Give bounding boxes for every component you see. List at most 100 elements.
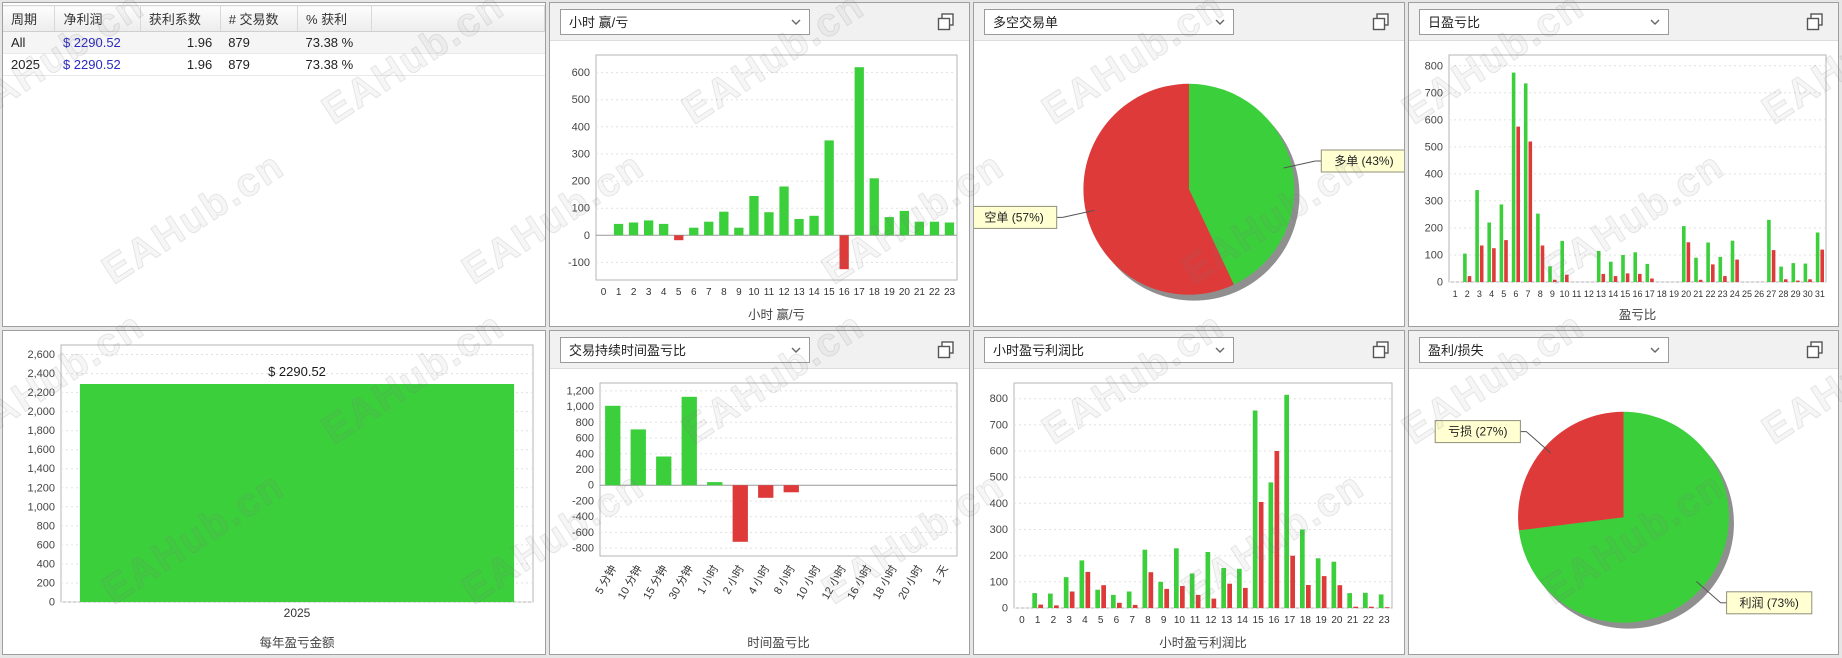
- table-header-row: 周期 净利润 获利系数 # 交易数% 获利: [3, 5, 545, 32]
- svg-text:28: 28: [1778, 289, 1788, 299]
- table-body: All $ 2290.52 1.96 879 73.38 % 2025 $ 2290.52 1…: [3, 31, 545, 76]
- cell-net-profit: $ 2290.52: [54, 31, 141, 54]
- svg-text:-100: -100: [568, 257, 590, 269]
- svg-text:10: 10: [748, 287, 760, 298]
- selected-option-label: 交易持续时间盈亏比: [569, 343, 687, 358]
- cell-profit-factor: 1.96: [140, 31, 221, 54]
- svg-text:1 小时: 1 小时: [695, 563, 722, 597]
- svg-text:20: 20: [899, 287, 911, 298]
- svg-text:21: 21: [1347, 615, 1359, 626]
- svg-text:4: 4: [661, 287, 667, 298]
- table-row[interactable]: 2025 $ 2290.52 1.96 879 73.38 %: [3, 53, 545, 76]
- svg-text:0: 0: [601, 287, 607, 298]
- chevron-down-icon: [1650, 347, 1660, 353]
- chart-type-select-duration[interactable]: 交易持续时间盈亏比: [560, 336, 810, 363]
- svg-text:21: 21: [914, 287, 926, 298]
- svg-text:-200: -200: [572, 496, 594, 508]
- svg-text:1,200: 1,200: [566, 385, 594, 397]
- svg-text:1: 1: [1453, 289, 1458, 299]
- svg-text:20: 20: [1681, 289, 1691, 299]
- period-stats-table: 周期 净利润 获利系数 # 交易数% 获利 All $ 2290.52 1.96 879 73…: [3, 5, 545, 76]
- chart-type-select-hourly-pl[interactable]: 小时盈亏利润比: [984, 336, 1234, 363]
- svg-text:0: 0: [49, 597, 55, 609]
- cell-filler: [371, 53, 545, 76]
- cell-period: 2025: [3, 53, 55, 76]
- svg-text:10: 10: [1559, 289, 1569, 299]
- panel-profit-loss: 盈利/损失 利润 (73%) 亏损 (27%): [1408, 330, 1839, 655]
- chevron-down-icon: [1215, 19, 1225, 25]
- svg-text:6: 6: [1114, 615, 1120, 626]
- svg-text:300: 300: [572, 148, 590, 160]
- svg-text:800: 800: [37, 520, 55, 532]
- svg-text:9: 9: [736, 287, 742, 298]
- svg-text:12: 12: [778, 287, 790, 298]
- chart-canvas-long_short: 多单 (43%) 空单 (57%): [974, 83, 1404, 301]
- svg-text:亏损 (27%): 亏损 (27%): [1448, 425, 1507, 439]
- svg-text:2,400: 2,400: [27, 368, 55, 380]
- cell-win-pct: 73.38 %: [297, 53, 372, 76]
- svg-text:0: 0: [588, 480, 594, 492]
- svg-text:16: 16: [1632, 289, 1642, 299]
- panel-header: 盈利/损失: [1409, 331, 1838, 369]
- svg-text:-600: -600: [572, 527, 594, 539]
- copy-chart-icon[interactable]: [1802, 337, 1828, 363]
- chart-type-select-hour-winloss[interactable]: 小时 赢/亏: [560, 8, 810, 35]
- svg-text:23: 23: [1379, 615, 1391, 626]
- svg-text:30 分钟: 30 分钟: [665, 563, 696, 602]
- chart-type-select-profit-loss[interactable]: 盈利/损失: [1419, 336, 1669, 363]
- chart-type-select-daily-pl[interactable]: 日盈亏比: [1419, 8, 1669, 35]
- cell-profit-factor: 1.96: [140, 53, 221, 76]
- svg-text:1,800: 1,800: [27, 425, 55, 437]
- svg-text:100: 100: [1425, 250, 1443, 262]
- selected-option-label: 多空交易单: [993, 15, 1059, 30]
- svg-text:200: 200: [37, 578, 55, 590]
- svg-text:800: 800: [990, 393, 1008, 405]
- svg-text:4: 4: [1082, 615, 1088, 626]
- svg-text:13: 13: [794, 287, 806, 298]
- svg-text:0: 0: [1019, 615, 1025, 626]
- svg-text:1,200: 1,200: [27, 482, 55, 494]
- copy-chart-icon[interactable]: [1802, 9, 1828, 35]
- svg-text:600: 600: [990, 446, 1008, 458]
- panel-header: 日盈亏比: [1409, 3, 1838, 41]
- svg-text:17: 17: [854, 287, 866, 298]
- svg-text:2: 2: [631, 287, 637, 298]
- chevron-down-icon: [1650, 19, 1660, 25]
- cell-trades: 879: [220, 53, 298, 76]
- copy-chart-icon[interactable]: [933, 337, 959, 363]
- cell-win-pct: 73.38 %: [297, 31, 372, 54]
- table-header-cell: 周期: [3, 5, 56, 32]
- copy-chart-icon[interactable]: [1368, 337, 1394, 363]
- svg-text:300: 300: [1425, 195, 1443, 207]
- copy-chart-icon[interactable]: [1368, 9, 1394, 35]
- svg-text:15: 15: [1620, 289, 1630, 299]
- chevron-down-icon: [1215, 347, 1225, 353]
- chart-type-select-long-short[interactable]: 多空交易单: [984, 8, 1234, 35]
- svg-text:20 小时: 20 小时: [895, 563, 925, 602]
- table-head: 周期 净利润 获利系数 # 交易数% 获利: [3, 5, 545, 32]
- svg-text:18: 18: [1657, 289, 1667, 299]
- svg-text:19: 19: [884, 287, 896, 298]
- svg-text:700: 700: [1425, 87, 1443, 99]
- table-row[interactable]: All $ 2290.52 1.96 879 73.38 %: [3, 31, 545, 54]
- svg-text:20: 20: [1331, 615, 1343, 626]
- svg-text:11: 11: [1572, 289, 1581, 299]
- chart-canvas-profit_loss: 利润 (73%) 亏损 (27%): [1434, 411, 1813, 629]
- panel-long-short: 多空交易单 多单 (43%) 空单 (57%): [973, 2, 1405, 327]
- svg-text:12: 12: [1584, 289, 1594, 299]
- copy-chart-icon[interactable]: [933, 9, 959, 35]
- svg-text:14: 14: [1608, 289, 1618, 299]
- svg-text:100: 100: [572, 203, 590, 215]
- svg-text:-800: -800: [572, 543, 594, 555]
- svg-text:600: 600: [1425, 114, 1443, 126]
- svg-text:18: 18: [1300, 615, 1312, 626]
- svg-text:200: 200: [990, 550, 1008, 562]
- svg-text:2025: 2025: [284, 606, 311, 620]
- svg-text:23: 23: [1718, 289, 1728, 299]
- svg-text:4: 4: [1489, 289, 1494, 299]
- bar-chart-yearly-pl: 0 200 400 600 800 1,000 1,200 1,400 1,600 1,800 2,…: [3, 331, 545, 654]
- svg-text:5: 5: [676, 287, 682, 298]
- svg-text:11: 11: [1190, 615, 1201, 626]
